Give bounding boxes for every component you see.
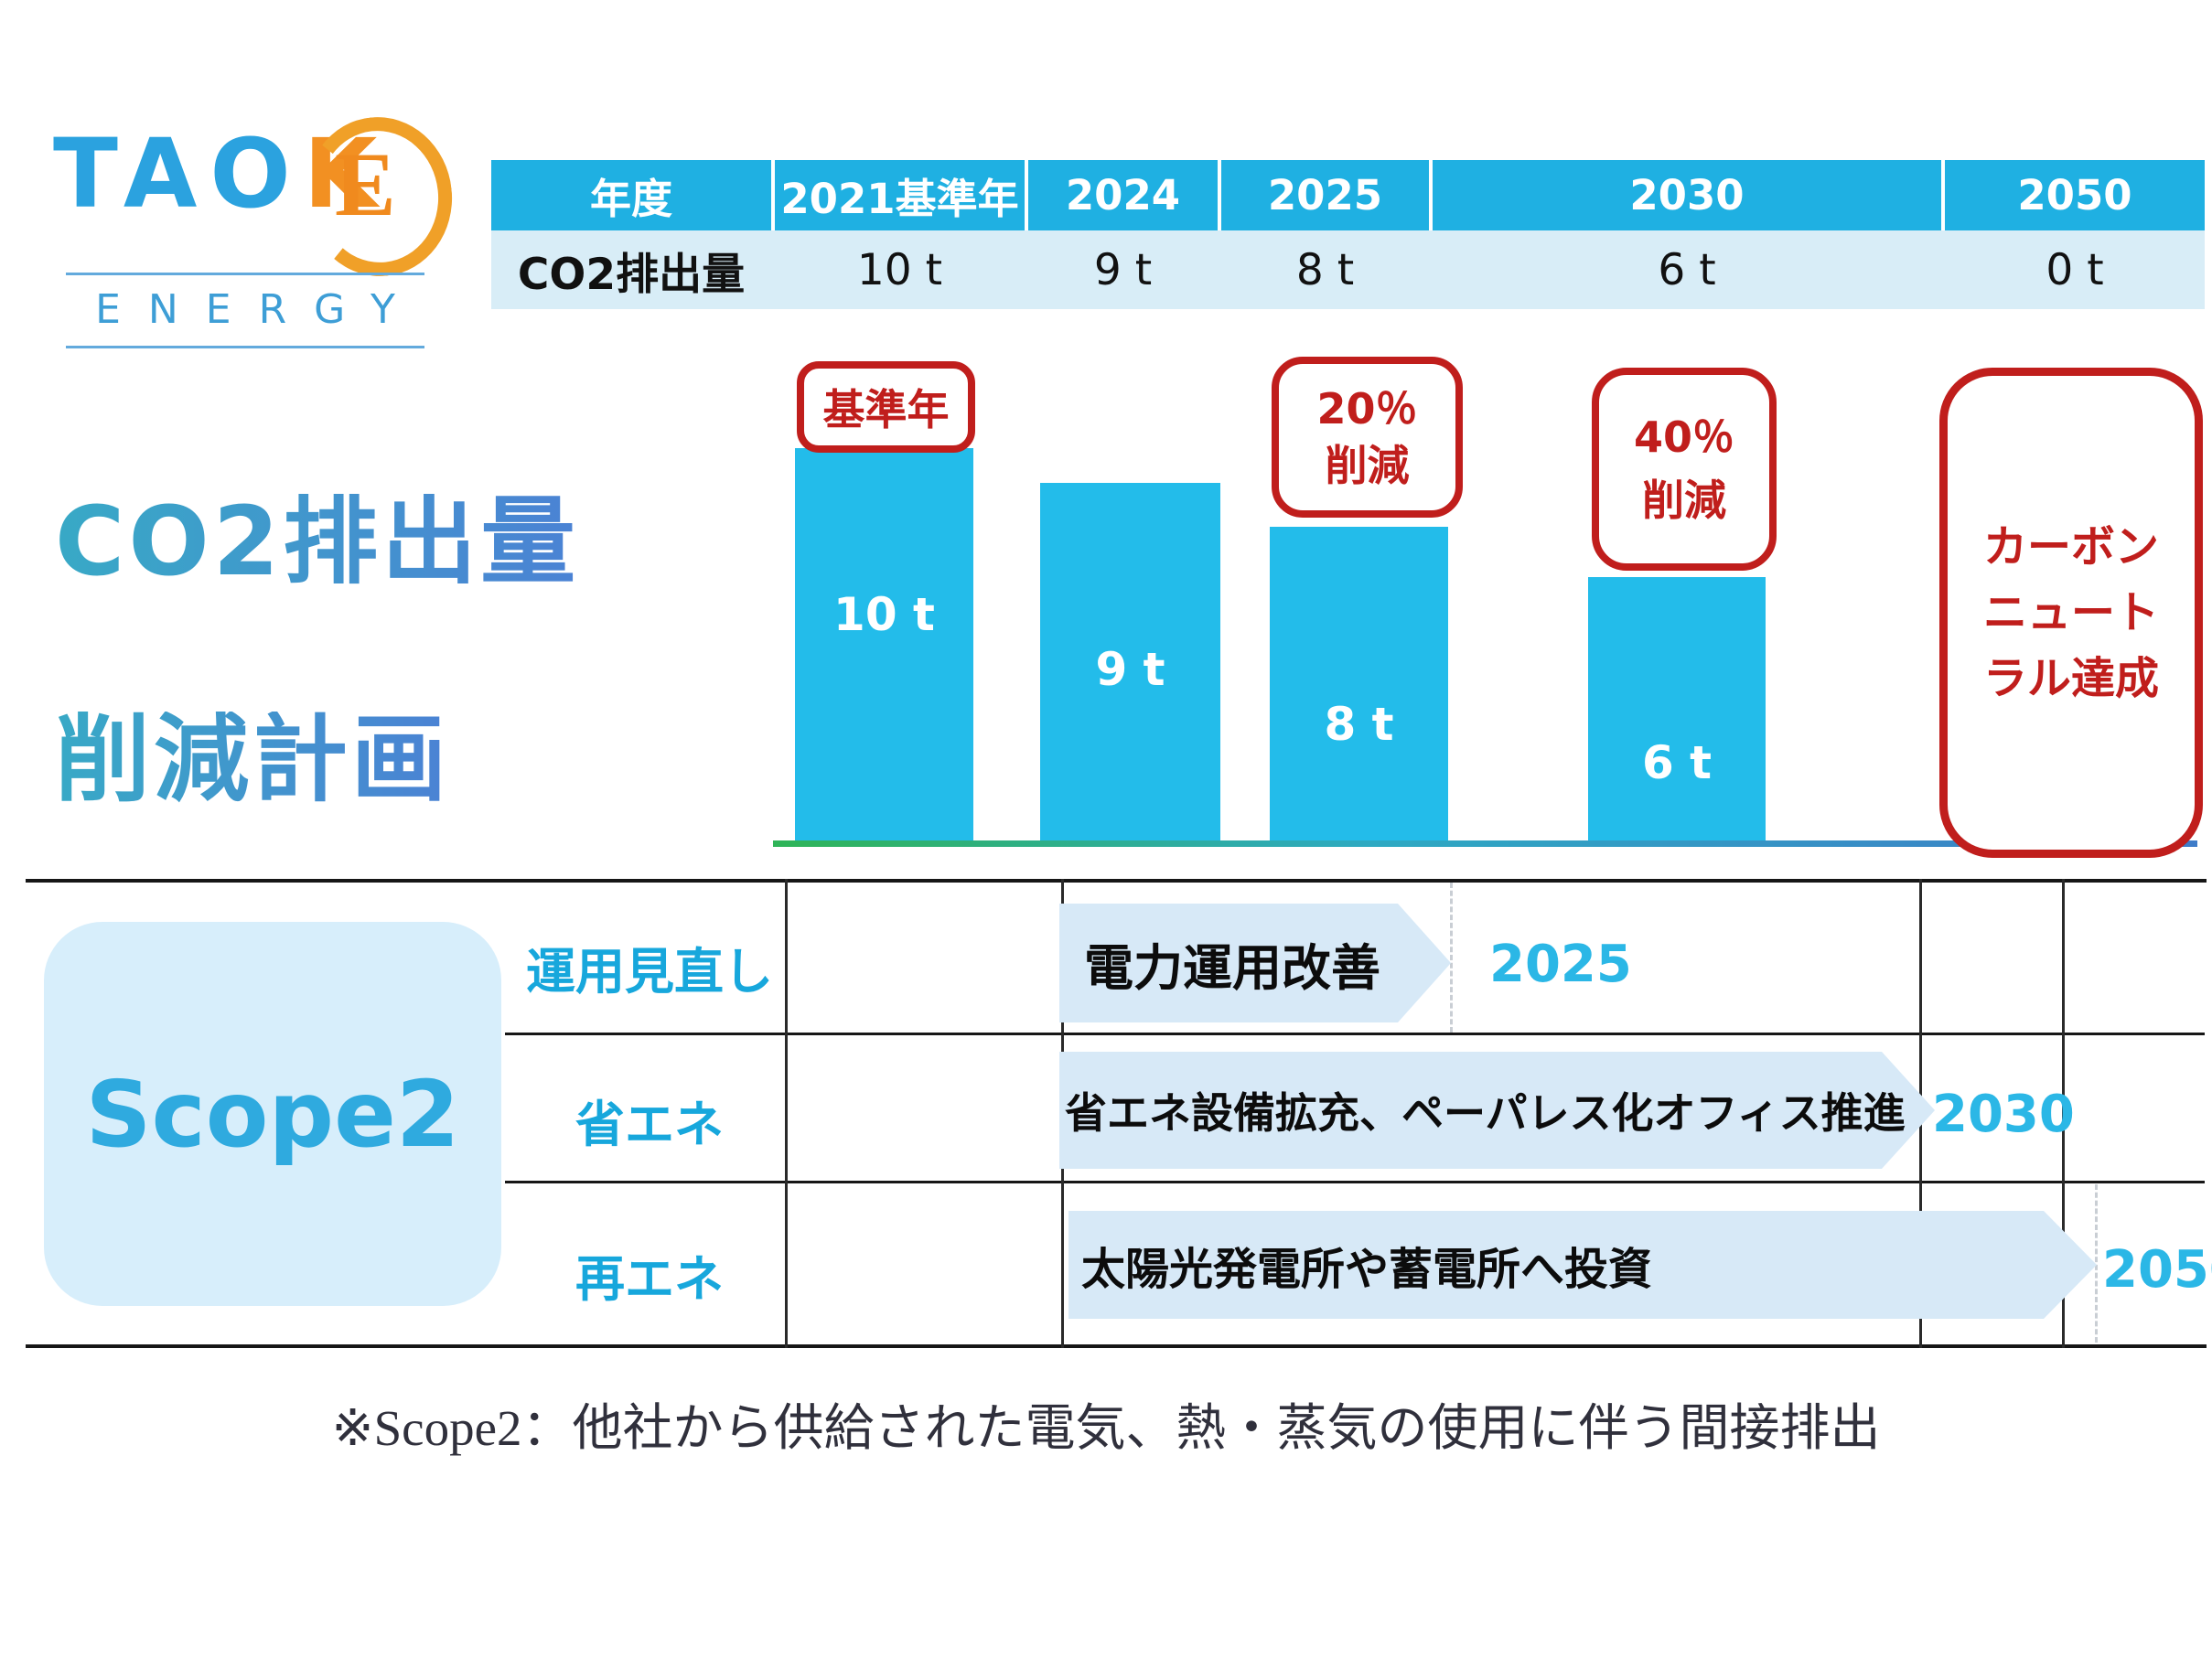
logo-text-k: K [303,118,391,230]
table-cell-2021: 10 t [856,244,943,295]
logo-text-e: E [335,134,396,235]
scope2-table-bottom-border [26,1344,2207,1348]
table-cell-2025: 8 t [1295,244,1355,295]
annotation-carbon-neutral: カーボン ニュート ラル達成 [1939,368,2203,858]
scope2-grid-vline-1 [785,879,788,1348]
scope2-row-separator-2 [505,1181,2205,1183]
table-header-2024: 2024 [1028,160,1218,230]
scope2-table-top-border [26,879,2207,883]
scope2-year-2030: 2030 [1932,1085,2075,1144]
scope2-group-box: Scope2 [44,922,501,1306]
table-header-2030: 2030 [1433,160,1941,230]
logo-text-tao: TAO [53,118,304,230]
scope2-row-separator-1 [505,1033,2205,1035]
scope2-grid-vline-4 [2062,879,2065,1348]
table-header-corner: 年度 [491,160,771,230]
table-row-header: CO2排出量 [517,249,746,300]
annotation-20pct-reduction: 20％ 削減 [1272,357,1463,518]
table-cell-2050: 0 t [2046,244,2104,295]
annotation-40pct-reduction: 40％ 削減 [1592,368,1777,571]
table-header-2050: 2050 [1945,160,2205,230]
scope2-category-2: 省エネ [575,1096,724,1153]
scope2-year-2050: 2050 [2102,1240,2212,1300]
table-header-2025: 2025 [1221,160,1429,230]
scope2-action-arrow-3: 太陽光発電所や蓄電所へ投資 [1068,1211,2097,1319]
scope2-dashed-vline-2025 [1450,883,1453,1033]
bar-value-label: 10 t [833,588,935,641]
scope2-action-arrow-1: 電力運用改善 [1059,904,1451,1022]
annotation-base-year: 基準年 [797,361,975,453]
bar-2030: 6 t [1588,577,1766,844]
page-title-line2: 削減計画 [55,703,451,815]
logo: TAOK [53,126,390,221]
page-title-line1: CO2排出量 [55,486,580,597]
bar-2025: 8 t [1270,527,1448,844]
scope2-category-3: 再エネ [575,1250,724,1308]
bar-value-label: 8 t [1324,698,1394,751]
scope2-year-2025: 2025 [1489,935,1632,994]
table-cell-2030: 6 t [1658,244,1716,295]
logo-subtitle: ENERGY [66,273,424,348]
scope2-dashed-vline-2050 [2095,1184,2098,1343]
bar-value-label: 6 t [1641,736,1713,789]
scope2-category-1: 運用見直し [526,943,773,1001]
bar-value-label: 9 t [1095,643,1165,696]
table-data-row [491,230,2205,309]
chart-baseline [773,840,2197,847]
scope2-action-arrow-2: 省エネ設備拡充、ペーパレス化オフィス推進 [1059,1052,1935,1169]
scope2-footnote: ※Scope2：他社から供給された電気、熱・蒸気の使用に伴う間接排出 [331,1400,1881,1456]
bar-2024: 9 t [1040,483,1220,844]
table-cell-2024: 9 t [1093,244,1153,295]
table-header-2021: 2021基準年 [775,160,1025,230]
scope2-group-label: Scope2 [85,1060,460,1168]
bar-2021: 10 t [795,448,973,844]
